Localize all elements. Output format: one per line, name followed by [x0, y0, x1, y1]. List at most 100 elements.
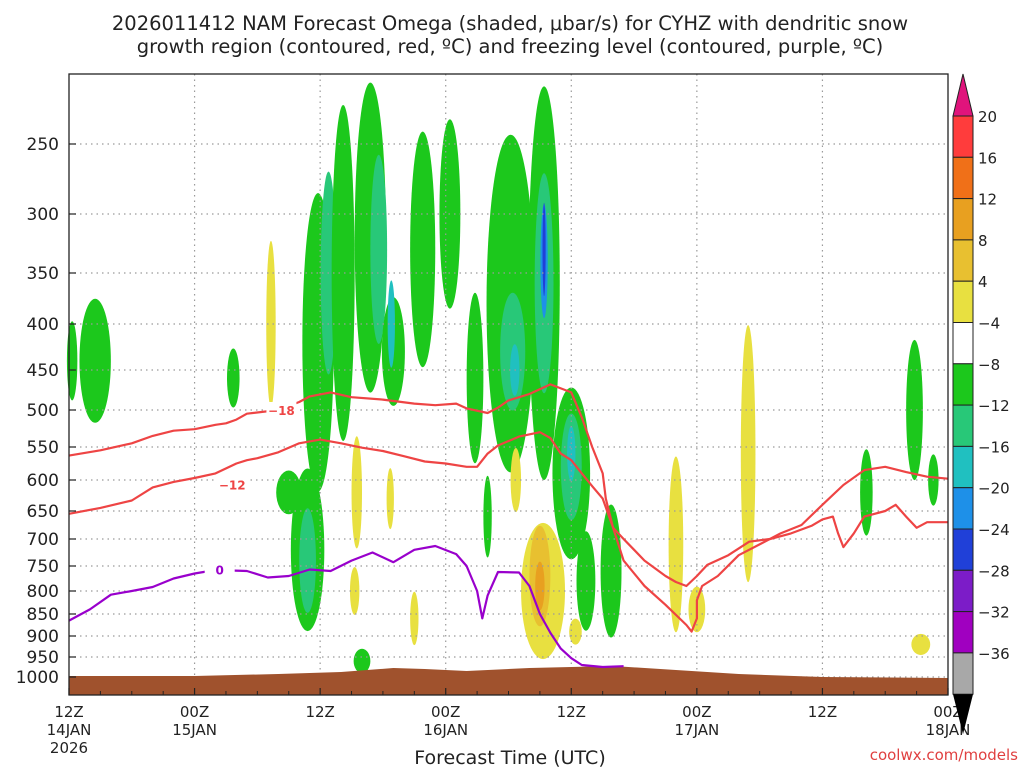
omega-region-8 [331, 105, 355, 441]
chart-title-line1: 2026011412 NAM Forecast Omega (shaded, μ… [112, 12, 908, 35]
temperature-contours: −18 −12 0 [68, 383, 949, 669]
y-tick-label-700: 700 [27, 530, 59, 550]
x-tick-label-24-1: 12Z [305, 703, 334, 721]
terrain-fill [69, 666, 948, 695]
x-tick-label-72-1: 12Z [808, 703, 837, 721]
x-tick-label-48-1: 12Z [557, 703, 586, 721]
y-tick-label-800: 800 [27, 582, 59, 602]
colorbar-box-2 [952, 198, 974, 241]
x-tick-label-60-1: 00Z [682, 703, 711, 721]
colorbar-label-6: −8 [978, 356, 1000, 374]
x-tick-label-36-2: 16JAN [423, 721, 468, 739]
x-axis-label: Forecast Time (UTC) [414, 747, 605, 768]
colorbar-box-6 [952, 363, 974, 406]
omega-region-12 [387, 280, 395, 368]
x-tick-label-0-2: 14JAN [47, 721, 92, 739]
colorbar-label-7: −12 [978, 397, 1010, 415]
omega-region-45 [740, 325, 756, 583]
colorbar-bottom-arrow [953, 694, 973, 735]
omega-region-10 [370, 154, 388, 344]
colorbar-box-10 [952, 528, 974, 571]
y-tick-label-300: 300 [27, 205, 59, 225]
omega-region-28 [860, 449, 873, 536]
y-tick-label-1000: 1000 [16, 668, 59, 688]
colorbar-box-0 [952, 115, 974, 158]
omega-region-41 [535, 561, 545, 611]
colorbar-box-9 [952, 487, 974, 530]
omega-region-33 [266, 240, 276, 408]
omega-region-43 [668, 456, 684, 633]
x-tick-label-12-1: 00Z [180, 703, 209, 721]
x-tick-label-0-3: 2026 [50, 739, 88, 757]
colorbar-label-3: 8 [978, 232, 988, 250]
colorbar-label-8: −16 [978, 438, 1010, 456]
freezing-level-contour-label: 0 [216, 564, 224, 578]
grid-lines [69, 74, 948, 695]
colorbar-label-4: 4 [978, 273, 988, 291]
omega-region-2 [227, 348, 240, 408]
y-tick-label-650: 650 [27, 502, 59, 522]
dgz-contour-1-label-bg [217, 476, 248, 492]
freezing-level-contour-label-bg [204, 561, 235, 577]
colorbar-box-12 [952, 611, 974, 654]
y-tick-label-750: 750 [27, 557, 59, 577]
y-tick-label-250: 250 [27, 135, 59, 155]
x-tick-label-0-1: 12Z [54, 703, 83, 721]
omega-region-13 [410, 131, 436, 368]
colorbar: 20 16 12 8 4 −4 −8 −12 −16 −20 −24 −28 −32 −36 [952, 73, 1010, 735]
omega-region-29 [906, 339, 923, 481]
omega-region-22 [542, 202, 546, 297]
y-tick-label-500: 500 [27, 401, 59, 421]
colorbar-label-9: −20 [978, 480, 1010, 498]
pressure-axis: 2503003504004505005506006507007508008509… [16, 135, 76, 688]
omega-region-26 [576, 531, 596, 631]
y-tick-label-950: 950 [27, 648, 59, 668]
omega-region-32 [483, 475, 492, 558]
y-tick-label-900: 900 [27, 627, 59, 647]
colorbar-box-5 [952, 322, 974, 365]
dgz-contour-0-label: −18 [268, 404, 295, 418]
colorbar-box-4 [952, 280, 974, 324]
omega-region-46 [911, 633, 931, 655]
x-tick-label-12-2: 15JAN [172, 721, 217, 739]
x-tick-label-84-2: 18JAN [926, 721, 971, 739]
freezing-level-contour-line [68, 544, 624, 669]
colorbar-top-arrow [952, 73, 974, 117]
omega-region-42 [569, 618, 582, 645]
colorbar-label-10: −24 [978, 521, 1010, 539]
omega-region-1 [79, 298, 111, 423]
colorbar-box-7 [952, 404, 974, 447]
y-tick-label-850: 850 [27, 605, 59, 625]
plot-area: −18 −12 0 [66, 73, 949, 696]
colorbar-box-13 [952, 652, 974, 695]
colorbar-label-13: −36 [978, 645, 1010, 663]
colorbar-box-11 [952, 569, 974, 613]
dgz-contour-0-label-bg [266, 402, 297, 417]
colorbar-label-12: −32 [978, 604, 1010, 622]
omega-region-15 [466, 292, 484, 464]
y-tick-label-600: 600 [27, 471, 59, 491]
omega-region-5 [299, 508, 316, 613]
terrain-mask [69, 666, 948, 695]
omega-region-34 [351, 436, 362, 549]
omega-region-36 [349, 567, 360, 615]
y-tick-label-550: 550 [27, 438, 59, 458]
omega-shading [66, 82, 939, 674]
colorbar-label-11: −28 [978, 562, 1010, 580]
y-tick-label-350: 350 [27, 264, 59, 284]
colorbar-box-3 [952, 239, 974, 282]
x-tick-label-84-1: 00Z [933, 703, 962, 721]
colorbar-label-5: −4 [978, 315, 1000, 333]
colorbar-label-1: 16 [978, 149, 997, 167]
credit-link[interactable]: coolwx.com/models [870, 746, 1018, 764]
colorbar-label-2: 12 [978, 191, 997, 209]
x-tick-label-60-2: 17JAN [674, 721, 719, 739]
colorbar-box-8 [952, 445, 974, 489]
omega-region-31 [353, 648, 371, 674]
dgz-contour-1-line [68, 431, 948, 588]
omega-region-35 [386, 468, 394, 530]
y-tick-label-450: 450 [27, 361, 59, 381]
dgz-contour-1-label: −12 [219, 478, 246, 492]
